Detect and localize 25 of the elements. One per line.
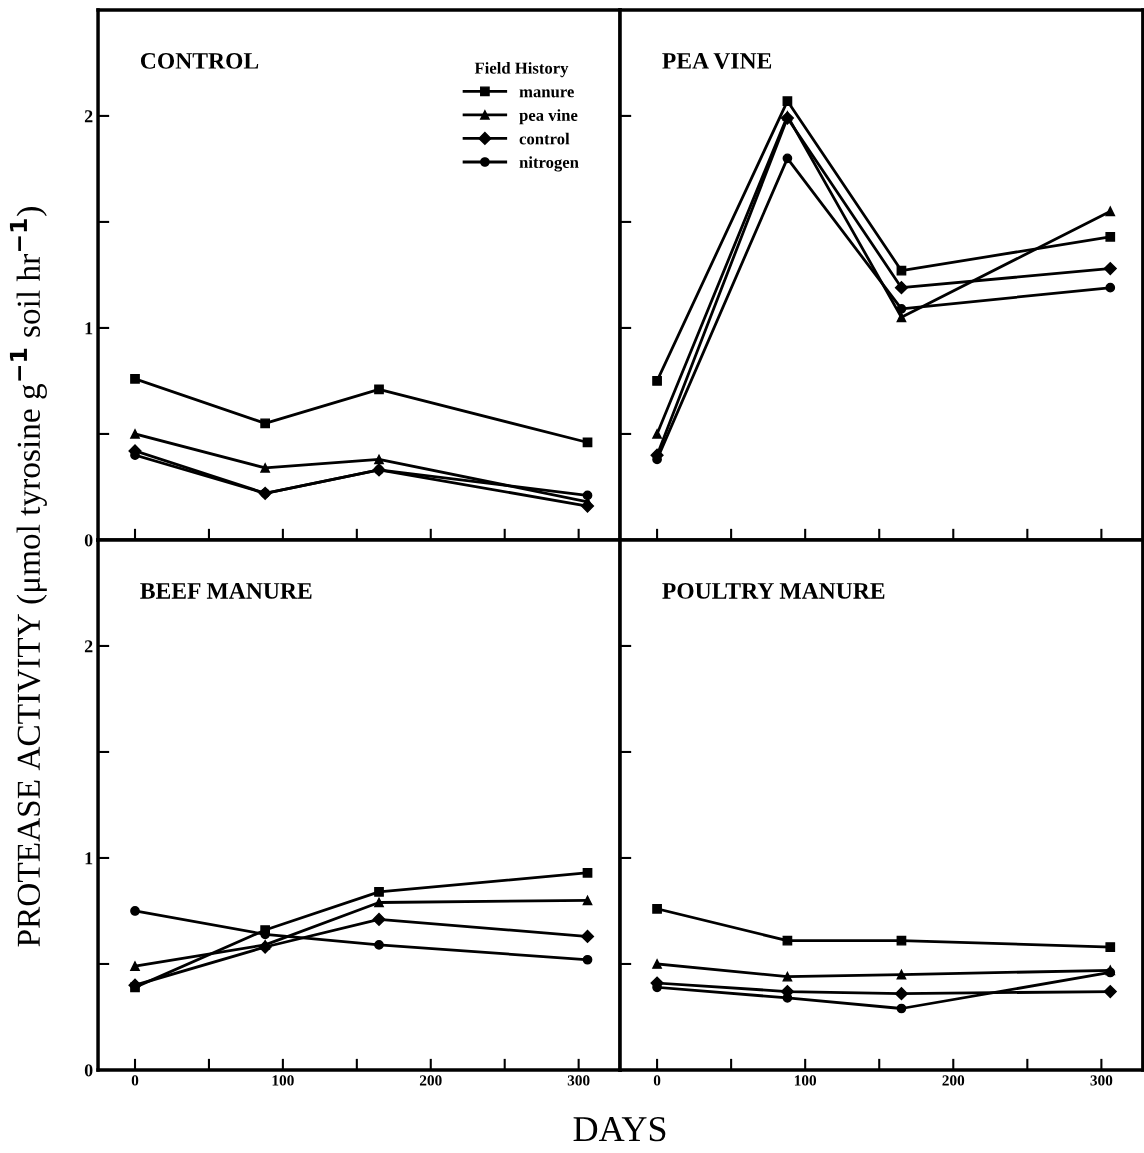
text: PEA VINE [662, 53, 772, 69]
x-tick-label: 200 [419, 1075, 442, 1086]
legend-label: pea vine [519, 109, 578, 125]
x-axis-title: DAYS [573, 1117, 666, 1142]
x-tick-label: 0 [131, 1075, 139, 1086]
y-tick-label: 0 [84, 1064, 93, 1077]
x-tick-label: 200 [942, 1075, 965, 1086]
y-axis-title: PROTEASE ACTIVITY (μmol tyrosine g$^{−1}$ soil hr$^{−1}$) [9, 207, 47, 947]
y-tick-label: 2 [84, 640, 93, 653]
legend-title: Field History [474, 62, 569, 78]
x-tick-label: 100 [272, 1075, 294, 1086]
x-tick-label: 0 [653, 1075, 661, 1086]
x-tick-label: 300 [567, 1075, 590, 1086]
x-tick-label: 100 [794, 1075, 817, 1086]
text: POULTRY MANURE [662, 583, 885, 599]
y-tick-label: 2 [84, 110, 93, 123]
y-tick-label: 0 [84, 534, 93, 547]
y-tick-label: 1 [85, 852, 93, 865]
text: BEEF MANURE [140, 583, 312, 599]
legend-label: nitrogen [519, 156, 579, 172]
legend-label: manure [519, 89, 574, 98]
y-tick-label: 1 [85, 322, 93, 335]
x-tick-label: 300 [1090, 1075, 1113, 1086]
legend-label: control [519, 132, 570, 145]
text: CONTROL [140, 52, 259, 69]
